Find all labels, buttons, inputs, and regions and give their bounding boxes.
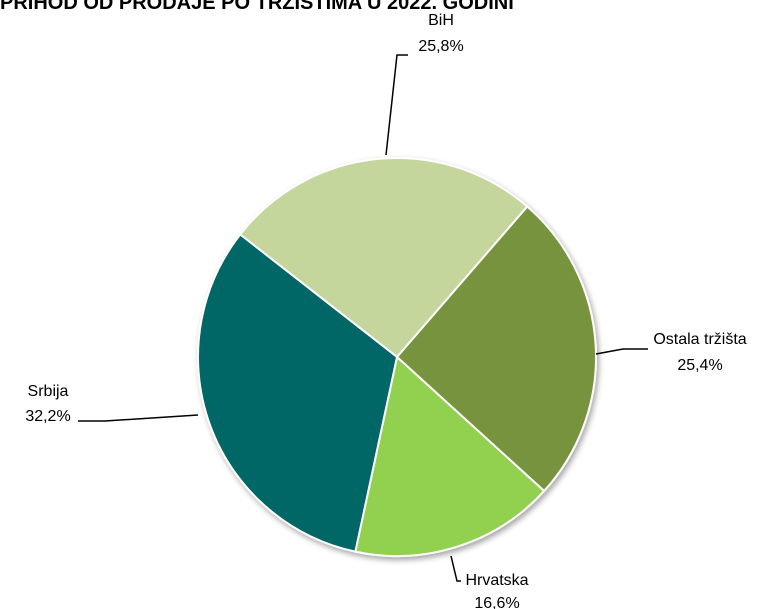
pie-slice-srbija: [197, 233, 399, 553]
pie-slice-hrvatska: [354, 355, 546, 557]
leader-line: [385, 54, 408, 156]
slice-value-label: 25,8%: [418, 38, 463, 55]
pie-slice-bih: [238, 157, 529, 359]
leader-line: [595, 348, 648, 355]
pie-slices: [197, 157, 597, 557]
pie-slice-ostala-tržišta: [395, 205, 597, 493]
slice-value-label: 25,4%: [677, 357, 722, 374]
slice-category-label: Srbija: [28, 383, 69, 400]
slice-value-label: 32,2%: [25, 408, 70, 425]
slice-category-label: BiH: [428, 12, 454, 29]
slice-value-label: 16,6%: [474, 595, 519, 609]
slice-category-label: Hrvatska: [465, 572, 528, 589]
leader-line: [78, 414, 199, 422]
leader-line: [450, 555, 461, 582]
chart-title: PRIHOD OD PRODAJE PO TRŽIŠTIMA U 2022. G…: [0, 0, 514, 14]
leader-lines: [78, 54, 648, 582]
slice-labels: BiH 25,8% Ostala tržišta 25,4% Hrvatska 16,6%…: [25, 12, 746, 609]
slice-category-label: Ostala tržišta: [653, 331, 746, 348]
